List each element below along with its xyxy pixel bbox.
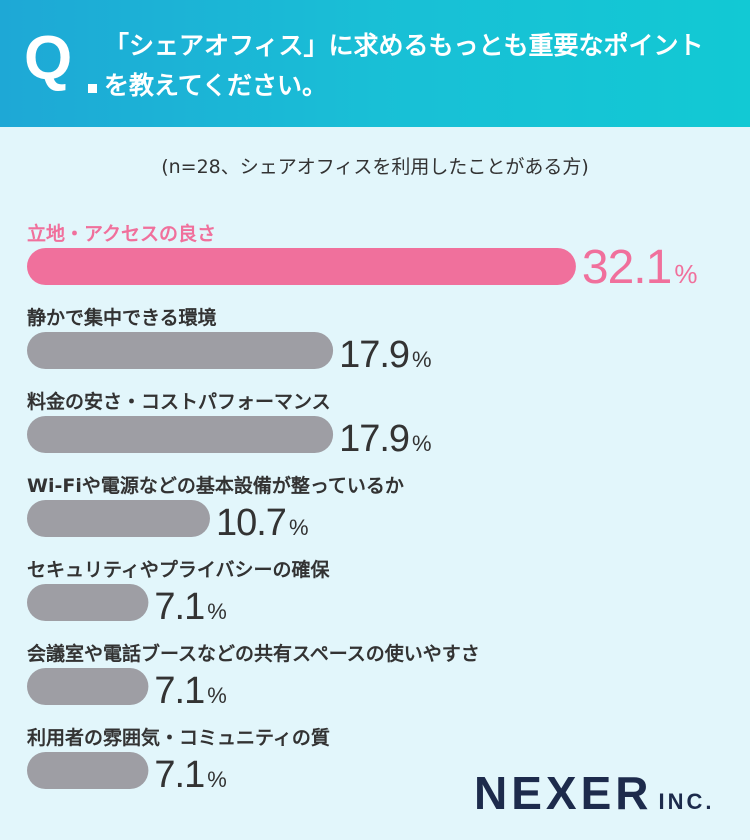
- question-mark: Q: [24, 24, 72, 93]
- bar: [27, 752, 149, 789]
- value-label: 17.9%: [339, 418, 432, 460]
- category-label: 立地・アクセスの良さ: [27, 222, 216, 245]
- category-label: セキュリティやプライバシーの確保: [27, 558, 330, 581]
- value-label: 17.9%: [339, 334, 432, 376]
- logo-sub-text: INC.: [658, 789, 715, 814]
- company-logo: NEXER INC.: [474, 766, 714, 820]
- category-label: 静かで集中できる環境: [27, 306, 217, 329]
- value-label: 7.1%: [154, 670, 226, 712]
- value-label: 7.1%: [154, 754, 226, 796]
- bar: [27, 416, 334, 453]
- question-line-1: 「シェアオフィス」に求めるもっとも重要なポイント: [104, 31, 704, 60]
- bar: [27, 248, 576, 285]
- category-label: 料金の安さ・コストパフォーマンス: [27, 390, 331, 413]
- bar: [27, 668, 149, 705]
- question-line-2: を教えてください。: [104, 71, 328, 100]
- question-text: 「シェアオフィス」に求めるもっとも重要なポイント を教えてください。: [104, 26, 734, 106]
- value-label: 7.1%: [154, 586, 226, 628]
- value-label: 32.1%: [582, 241, 698, 294]
- sample-note: (n=28、シェアオフィスを利用したことがある方): [161, 156, 589, 178]
- category-label: 利用者の雰囲気・コミュニティの質: [27, 726, 330, 749]
- category-label: 会議室や電話ブースなどの共有スペースの使いやすさ: [27, 642, 480, 665]
- value-label: 10.7%: [216, 502, 309, 544]
- bar: [27, 584, 149, 621]
- bar: [27, 500, 210, 537]
- question-mark-dot: [88, 84, 97, 93]
- question-header: Q 「シェアオフィス」に求めるもっとも重要なポイント を教えてください。: [0, 0, 750, 127]
- bar: [27, 332, 334, 369]
- logo-main-text: NEXER: [474, 767, 653, 819]
- category-label: Wi-Fiや電源などの基本設備が整っているか: [27, 474, 404, 497]
